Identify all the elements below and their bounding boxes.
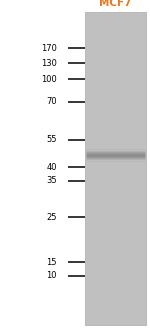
FancyBboxPatch shape <box>85 12 146 325</box>
Text: 10: 10 <box>46 271 57 280</box>
Text: 55: 55 <box>46 135 57 145</box>
Text: 100: 100 <box>41 75 57 84</box>
Text: 35: 35 <box>46 176 57 185</box>
Text: 170: 170 <box>41 44 57 53</box>
Text: 70: 70 <box>46 97 57 106</box>
Text: 130: 130 <box>41 59 57 68</box>
Text: MCF7: MCF7 <box>99 0 132 8</box>
Text: 40: 40 <box>46 163 57 172</box>
Text: 15: 15 <box>46 257 57 267</box>
Text: 25: 25 <box>46 212 57 222</box>
